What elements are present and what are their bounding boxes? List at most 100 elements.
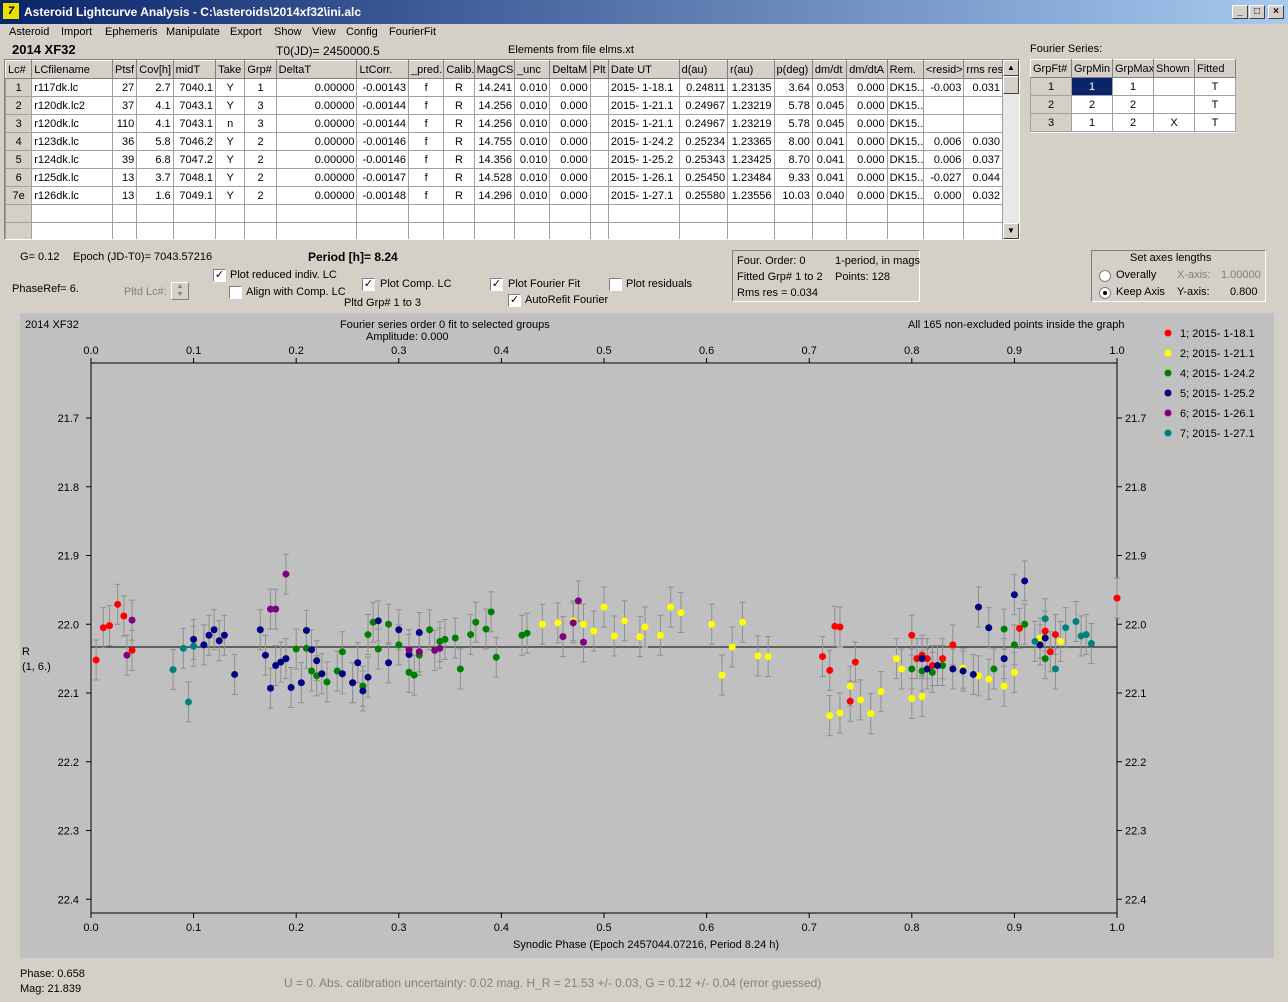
- fourier-column-header[interactable]: GrpFt#: [1030, 59, 1072, 78]
- table-cell[interactable]: 0.00000: [275, 96, 358, 115]
- table-cell[interactable]: 0.25234: [678, 132, 729, 151]
- fourier-cell[interactable]: 2: [1112, 95, 1154, 114]
- scroll-up-button[interactable]: ▲: [1003, 60, 1019, 76]
- menu-view[interactable]: View: [312, 26, 336, 38]
- fourier-cell[interactable]: 1: [1071, 113, 1113, 132]
- table-row[interactable]: 6 r125dk.lc 13 3.7 7048.1 Y 2 0.00000 -0.00147 f R…: [5, 168, 1003, 187]
- fourier-cell[interactable]: X: [1153, 113, 1195, 132]
- table-cell[interactable]: 14.256: [473, 114, 516, 133]
- table-cell[interactable]: 2.7: [136, 78, 174, 97]
- column-header[interactable]: Calib.: [443, 60, 475, 79]
- table-cell[interactable]: 7049.1: [172, 186, 217, 205]
- table-cell[interactable]: 0.040: [811, 186, 848, 205]
- column-header[interactable]: d(au): [678, 60, 729, 79]
- table-cell[interactable]: -0.00144: [356, 96, 409, 115]
- table-cell[interactable]: 3: [5, 114, 33, 133]
- column-header[interactable]: Cov[h]: [136, 60, 174, 79]
- lightcurve-chart[interactable]: 0.0 0.0 0.1 0.1 0.2 0.2 0.3 0.3 0.4 0.4 0.5 0.5 0.6 0…: [20, 313, 1274, 958]
- table-cell[interactable]: 3.7: [136, 168, 174, 187]
- table-cell[interactable]: DK15...: [886, 168, 925, 187]
- column-header[interactable]: LtCorr.: [356, 60, 409, 79]
- table-cell[interactable]: 1.23219: [727, 114, 775, 133]
- fourier-column-header[interactable]: Fitted: [1194, 59, 1236, 78]
- fourier-column-header[interactable]: GrpMin: [1071, 59, 1113, 78]
- table-cell[interactable]: [589, 150, 609, 169]
- table-cell[interactable]: R: [443, 150, 475, 169]
- table-cell[interactable]: n: [215, 114, 246, 133]
- table-cell[interactable]: [589, 186, 609, 205]
- table-cell[interactable]: [589, 168, 609, 187]
- table-cell[interactable]: 1.23556: [727, 186, 775, 205]
- column-header[interactable]: Grp#: [244, 60, 277, 79]
- table-cell[interactable]: 0.00000: [275, 78, 358, 97]
- table-cell[interactable]: Y: [215, 150, 246, 169]
- table-cell[interactable]: 0.000: [846, 114, 888, 133]
- table-cell[interactable]: 2015- 1-26.1: [607, 168, 680, 187]
- table-cell[interactable]: r120dk.lc: [31, 114, 114, 133]
- table-cell[interactable]: 0.006: [923, 150, 965, 169]
- plot-residuals-checkbox[interactable]: [609, 278, 622, 291]
- table-cell[interactable]: 0.053: [811, 78, 848, 97]
- table-scrollbar[interactable]: ▲ ▼: [1003, 60, 1019, 239]
- table-cell[interactable]: 14.256: [473, 96, 516, 115]
- table-cell[interactable]: 0.010: [513, 186, 551, 205]
- table-cell[interactable]: f: [407, 168, 445, 187]
- table-cell[interactable]: R: [443, 78, 475, 97]
- table-cell[interactable]: r124dk.lc: [31, 150, 114, 169]
- fourier-cell[interactable]: 2: [1030, 95, 1072, 114]
- table-cell[interactable]: 0.045: [811, 114, 848, 133]
- table-cell[interactable]: 14.241: [473, 78, 516, 97]
- table-cell[interactable]: 4.1: [136, 96, 174, 115]
- table-cell[interactable]: -0.00147: [356, 168, 409, 187]
- table-cell[interactable]: r126dk.lc: [31, 186, 114, 205]
- menu-show[interactable]: Show: [274, 26, 302, 38]
- table-cell[interactable]: 0.000: [549, 150, 591, 169]
- fourier-cell[interactable]: 3: [1030, 113, 1072, 132]
- table-cell[interactable]: 1.23484: [727, 168, 775, 187]
- table-cell[interactable]: 4.1: [136, 114, 174, 133]
- table-cell[interactable]: 14.755: [473, 132, 516, 151]
- table-cell[interactable]: f: [407, 78, 445, 97]
- table-cell[interactable]: 14.356: [473, 150, 516, 169]
- table-cell[interactable]: 5.8: [136, 132, 174, 151]
- table-cell[interactable]: DK15...: [886, 78, 925, 97]
- table-cell[interactable]: 1.23219: [727, 96, 775, 115]
- column-header[interactable]: p(deg): [773, 60, 813, 79]
- table-row[interactable]: 1 r117dk.lc 27 2.7 7040.1 Y 1 0.00000 -0.00143 f R…: [5, 78, 1003, 97]
- column-header[interactable]: Date UT: [607, 60, 680, 79]
- table-cell[interactable]: f: [407, 114, 445, 133]
- table-cell[interactable]: 1.23365: [727, 132, 775, 151]
- table-cell[interactable]: 0.25450: [678, 168, 729, 187]
- table-cell[interactable]: 0.032: [963, 186, 1003, 205]
- table-cell[interactable]: Y: [215, 78, 246, 97]
- table-cell[interactable]: 3.64: [773, 78, 813, 97]
- table-cell[interactable]: DK15...: [886, 132, 925, 151]
- table-cell[interactable]: Y: [215, 96, 246, 115]
- table-cell[interactable]: 0.045: [811, 96, 848, 115]
- table-cell[interactable]: R: [443, 168, 475, 187]
- table-row[interactable]: 2 r120dk.lc2 37 4.1 7043.1 Y 3 0.00000 -0.00144 f…: [5, 96, 1003, 115]
- column-header[interactable]: _unc: [513, 60, 551, 79]
- table-cell[interactable]: 1: [244, 78, 277, 97]
- keep-axis-radio[interactable]: [1099, 287, 1111, 299]
- column-header[interactable]: rms res: [963, 60, 1003, 79]
- table-cell[interactable]: 0.25343: [678, 150, 729, 169]
- table-cell[interactable]: 0.00000: [275, 150, 358, 169]
- table-cell[interactable]: 0.000: [846, 150, 888, 169]
- table-cell[interactable]: 3: [244, 114, 277, 133]
- table-cell[interactable]: 2: [244, 132, 277, 151]
- table-cell[interactable]: 7043.1: [172, 114, 217, 133]
- column-header[interactable]: Take: [215, 60, 246, 79]
- table-cell[interactable]: r125dk.lc: [31, 168, 114, 187]
- table-cell[interactable]: [589, 78, 609, 97]
- fourier-cell[interactable]: [1153, 95, 1195, 114]
- table-cell[interactable]: 0.010: [513, 132, 551, 151]
- table-cell[interactable]: 0.030: [963, 132, 1003, 151]
- fourier-cell[interactable]: [1153, 77, 1195, 96]
- table-cell[interactable]: 1.6: [136, 186, 174, 205]
- table-cell[interactable]: -0.00146: [356, 132, 409, 151]
- fourier-cell[interactable]: 2: [1112, 113, 1154, 132]
- scroll-down-button[interactable]: ▼: [1003, 223, 1019, 239]
- table-cell[interactable]: DK15...: [886, 186, 925, 205]
